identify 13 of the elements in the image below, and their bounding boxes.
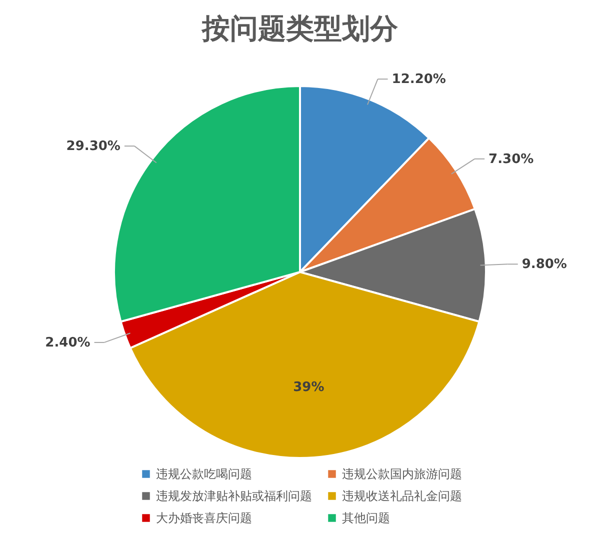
data-label: 9.80% [522,257,567,272]
legend-label: 大办婚丧喜庆问题 [156,511,252,525]
data-label: 39% [293,380,324,395]
legend-label: 违规发放津贴补贴或福利问题 [156,489,312,503]
legend-label: 违规收送礼品礼金问题 [342,489,462,503]
legend-label: 其他问题 [342,511,390,525]
legend-label: 违规公款吃喝问题 [156,467,252,481]
legend-label: 违规公款国内旅游问题 [342,467,462,481]
data-label: 29.30% [66,139,120,154]
chart-title: 按问题类型划分 [201,14,399,45]
data-label: 12.20% [392,72,446,88]
data-label: 2.40% [45,335,90,350]
data-label: 7.30% [488,152,534,167]
